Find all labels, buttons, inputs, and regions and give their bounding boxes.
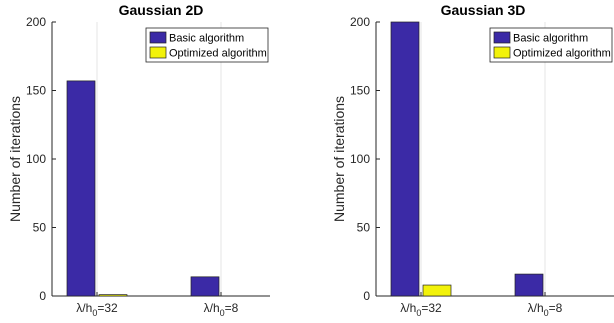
bar-basic-1	[66, 80, 96, 297]
x-tick-label: λ/h0=32	[76, 301, 118, 318]
chart-title: Gaussian 2D	[119, 2, 204, 18]
y-tick-label: 150	[26, 84, 46, 98]
y-tick-label: 100	[350, 152, 370, 166]
y-tick-label: 150	[350, 84, 370, 98]
legend-swatch-2	[149, 46, 167, 59]
legend-label-2: Optimized algorithm	[169, 48, 267, 60]
x-tick-label-base: λ/h	[400, 301, 416, 315]
y-axis-label: Number of iterations	[7, 96, 23, 222]
x-tick-label-suffix: =32	[97, 301, 118, 315]
y-axis-label: Number of iterations	[331, 96, 347, 222]
x-tick-label-base: λ/h	[204, 301, 220, 315]
legend-label-1: Basic algorithm	[169, 33, 244, 45]
y-tick-label: 200	[350, 15, 370, 29]
bar-optimized-1	[422, 284, 452, 297]
bar-basic-1	[390, 21, 420, 297]
bar-optimized-1	[98, 294, 128, 297]
legend-label-1: Basic algorithm	[513, 33, 588, 45]
x-tick-label-base: λ/h	[528, 301, 544, 315]
x-tick-label-subscript: 0	[220, 308, 225, 318]
x-tick-label-base: λ/h	[76, 301, 92, 315]
x-tick-label-suffix: =8	[549, 301, 563, 315]
bar-basic-2	[514, 273, 544, 297]
x-tick-label-suffix: =8	[225, 301, 239, 315]
x-tick-label: λ/h0=8	[204, 301, 239, 318]
x-tick-label-subscript: 0	[92, 308, 97, 318]
y-tick-label: 50	[33, 221, 47, 235]
x-tick-label-subscript: 0	[416, 308, 421, 318]
legend-label-2: Optimized algorithm	[513, 48, 611, 60]
chart-title: Gaussian 3D	[441, 2, 526, 18]
x-tick-label: λ/h0=8	[528, 301, 563, 318]
legend-swatch-2	[493, 46, 511, 59]
legend-swatch-1	[493, 31, 511, 44]
bar-basic-2	[190, 276, 220, 297]
x-tick-label-subscript: 0	[544, 308, 549, 318]
y-tick-label: 100	[26, 152, 46, 166]
y-tick-label: 0	[39, 289, 46, 303]
x-tick-label: λ/h0=32	[400, 301, 442, 318]
y-tick-label: 0	[363, 289, 370, 303]
y-tick-label: 200	[26, 15, 46, 29]
x-tick-label-suffix: =32	[421, 301, 442, 315]
y-tick-label: 50	[357, 221, 371, 235]
legend-swatch-1	[149, 31, 167, 44]
